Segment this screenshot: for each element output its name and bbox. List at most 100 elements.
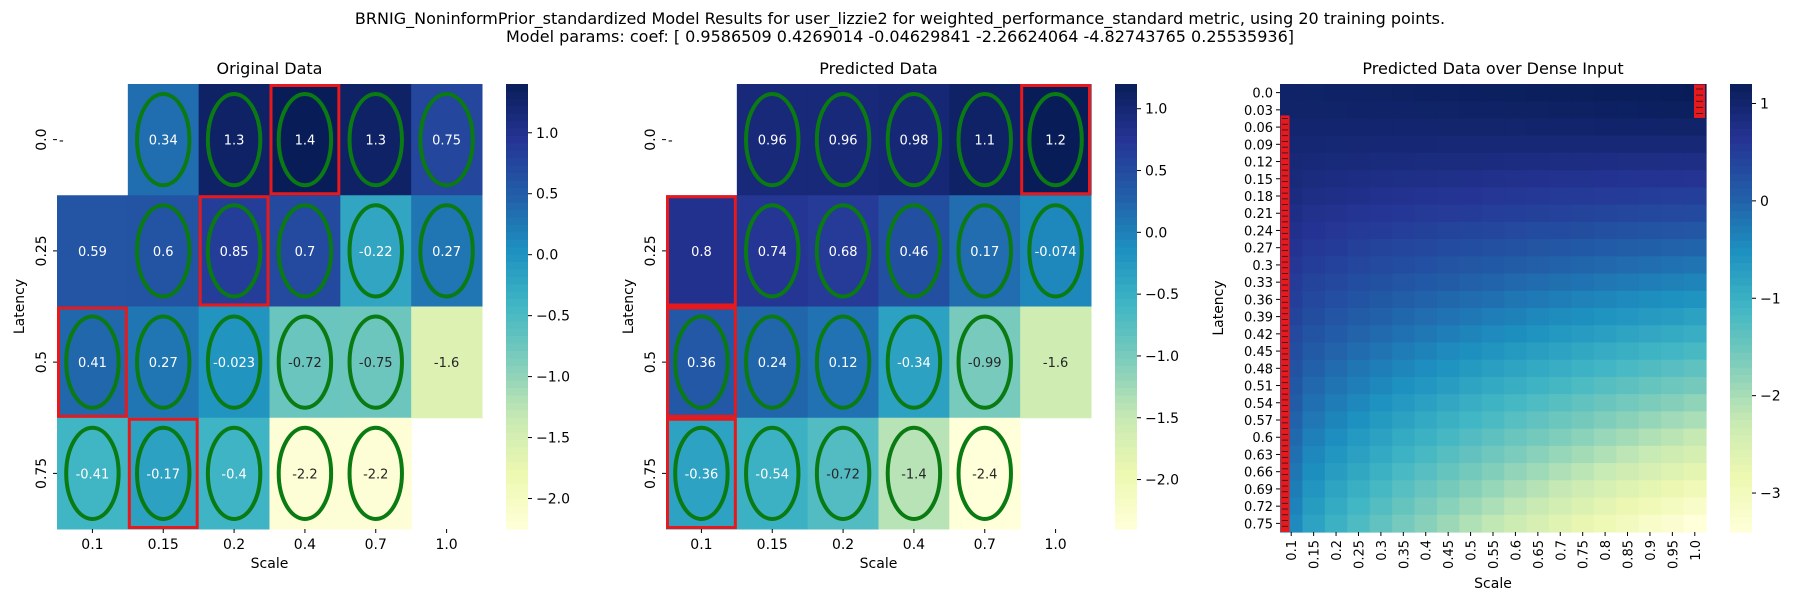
- dense-heatmap-cell: [1392, 394, 1416, 412]
- dense-heatmap-cell: [1571, 273, 1595, 292]
- colorbar-segment: [506, 469, 528, 478]
- dense-heatmap-cell: [1616, 394, 1640, 412]
- colorbar-tick-label: −0.5: [1145, 287, 1179, 303]
- colorbar-segment: [1115, 447, 1137, 456]
- dense-heatmap-cell: [1392, 497, 1416, 516]
- colorbar-segment: [1730, 524, 1752, 533]
- dense-heatmap-cell: [1683, 463, 1707, 481]
- dense-heatmap-cell: [1683, 514, 1707, 533]
- best-cell-highlight: [666, 306, 737, 418]
- heatmap-cell: [269, 417, 341, 530]
- cell-value-label: -0.72: [288, 356, 322, 371]
- dense-heatmap-cell: [1324, 290, 1348, 309]
- dense-heatmap-cell: [1459, 463, 1483, 481]
- cell-value-label: -0.023: [213, 356, 255, 371]
- y-tick-label: 0.15: [1244, 173, 1273, 188]
- dense-heatmap-cell: [1481, 325, 1505, 344]
- dense-heatmap-cell: [1481, 376, 1505, 395]
- dense-heatmap-cell: [1526, 290, 1550, 309]
- dense-heatmap-cell: [1571, 101, 1595, 120]
- colorbar-segment: [1115, 224, 1137, 233]
- heatmap-predicted-data: 0.96 0.96 0.98 1.1 1.20.8 0.74 0.68 0.46 0.17 -0.…: [621, 59, 1179, 572]
- dense-heatmap-cell: [1481, 118, 1505, 137]
- dense-heatmap-cell: [1616, 428, 1640, 447]
- colorbar-segment: [506, 106, 528, 115]
- dense-heatmap-cell: [1593, 445, 1617, 464]
- dense-heatmap-cell: [1549, 273, 1573, 292]
- dense-heatmap-cell: [1369, 239, 1393, 257]
- dense-heatmap-cell: [1571, 463, 1595, 481]
- dense-heatmap-cell: [1347, 118, 1371, 137]
- dense-heatmap-cell: [1683, 290, 1707, 309]
- dense-heatmap-cell: [1683, 221, 1707, 240]
- training-point-circle: [956, 314, 1013, 410]
- x-tick-label: 1.0: [1044, 537, 1066, 553]
- dense-heatmap-cell: [1571, 428, 1595, 447]
- dense-heatmap-cell: [1459, 239, 1483, 257]
- dense-heatmap-cell: [1593, 204, 1617, 223]
- colorbar-segment: [1730, 479, 1752, 488]
- colorbar-segment: [1115, 98, 1137, 107]
- dense-heatmap-cell: [1661, 463, 1685, 481]
- dense-heatmap-cell: [1549, 118, 1573, 137]
- dense-heatmap-cell: [1459, 514, 1483, 533]
- heatmap-cell: [198, 84, 270, 196]
- dense-heatmap-cell: [1414, 152, 1438, 171]
- colorbar-segment: [506, 210, 528, 219]
- dense-heatmap-cell: [1324, 204, 1348, 223]
- dense-heatmap-cell: [1459, 221, 1483, 240]
- cell-value-label: -0.75: [359, 356, 393, 371]
- dense-heatmap-cell: [1369, 273, 1393, 292]
- colorbar-segment: [1730, 449, 1752, 458]
- colorbar-segment: [506, 336, 528, 345]
- dense-heatmap-cell: [1392, 118, 1416, 137]
- dense-heatmap-cell: [1347, 411, 1371, 430]
- cell-value-label: -0.72: [826, 467, 860, 482]
- dense-heatmap-cell: [1638, 497, 1662, 516]
- dense-heatmap-cell: [1392, 359, 1416, 378]
- dense-heatmap-cell: [1414, 187, 1438, 206]
- dense-heatmap-cell: [1504, 187, 1528, 206]
- heatmap-cell: [666, 417, 738, 530]
- colorbar-segment: [1730, 270, 1752, 279]
- cell-value-label: 0.68: [829, 245, 858, 260]
- dense-heatmap-cell: [1638, 445, 1662, 464]
- cell-value-label: 0.7: [295, 245, 316, 260]
- training-point-circle: [347, 314, 404, 410]
- dense-heatmap-cell: [1369, 204, 1393, 223]
- colorbar-tick-label: −1.0: [536, 370, 570, 386]
- dense-heatmap-cell: [1347, 325, 1371, 344]
- dense-heatmap-cell: [1459, 101, 1483, 120]
- dense-heatmap-cell: [1324, 84, 1348, 102]
- dense-heatmap-cell: [1414, 273, 1438, 292]
- dense-heatmap-cell: [1414, 376, 1438, 395]
- colorbar-segment: [1730, 412, 1752, 421]
- dense-heatmap-cell: [1504, 204, 1528, 223]
- heatmap-cell: [411, 306, 483, 419]
- heatmap-cell: [736, 84, 809, 196]
- chart-title: Predicted Data: [819, 59, 937, 78]
- colorbar-tick-label: −1.0: [1145, 349, 1179, 365]
- colorbar-segment: [506, 313, 528, 322]
- dense-heatmap-cell: [1436, 325, 1460, 344]
- colorbar-segment: [506, 514, 528, 523]
- dense-heatmap-cell: [1549, 411, 1573, 430]
- training-point-circle: [135, 425, 192, 521]
- dense-heatmap-cell: [1683, 256, 1707, 275]
- dense-heatmap-cell: [1661, 445, 1685, 464]
- dense-heatmap-cell: [1571, 376, 1595, 395]
- dense-heatmap-cell: [1392, 256, 1416, 275]
- dense-heatmap-cell: [1436, 187, 1460, 206]
- colorbar-segment: [1730, 375, 1752, 384]
- y-tick-label: 0.48: [1244, 362, 1273, 377]
- heatmap-cell: [411, 84, 483, 196]
- dense-heatmap-cell: [1392, 342, 1416, 361]
- dense-heatmap-cell: [1638, 152, 1662, 171]
- dense-heatmap-cell: [1683, 497, 1707, 516]
- y-tick-label: 0.09: [1244, 138, 1273, 153]
- dense-heatmap-cell: [1347, 273, 1371, 292]
- dense-heatmap-cell: [1638, 256, 1662, 275]
- colorbar-segment: [1115, 143, 1137, 152]
- dense-heatmap-cell: [1616, 152, 1640, 171]
